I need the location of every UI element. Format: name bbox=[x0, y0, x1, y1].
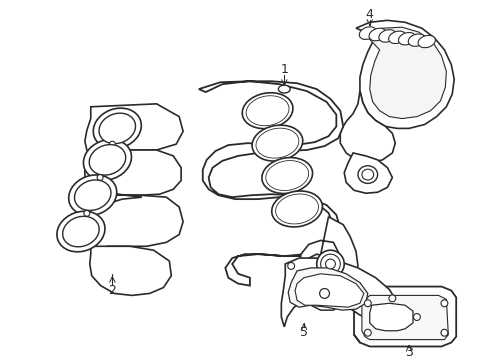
Ellipse shape bbox=[251, 125, 302, 161]
Ellipse shape bbox=[388, 295, 395, 302]
Polygon shape bbox=[199, 81, 343, 285]
Ellipse shape bbox=[275, 194, 318, 224]
Ellipse shape bbox=[262, 158, 312, 194]
Ellipse shape bbox=[255, 128, 298, 158]
Ellipse shape bbox=[440, 329, 447, 336]
Ellipse shape bbox=[278, 85, 289, 93]
Ellipse shape bbox=[320, 254, 340, 274]
Text: 5: 5 bbox=[299, 326, 307, 339]
Ellipse shape bbox=[378, 30, 395, 42]
Ellipse shape bbox=[84, 211, 90, 216]
Polygon shape bbox=[90, 246, 171, 296]
Ellipse shape bbox=[265, 161, 308, 190]
Ellipse shape bbox=[361, 169, 373, 180]
Polygon shape bbox=[365, 27, 446, 118]
Ellipse shape bbox=[287, 262, 294, 269]
Polygon shape bbox=[353, 287, 455, 346]
Ellipse shape bbox=[97, 175, 103, 180]
Polygon shape bbox=[281, 258, 396, 327]
Ellipse shape bbox=[440, 300, 447, 307]
Polygon shape bbox=[85, 150, 181, 195]
Polygon shape bbox=[355, 21, 453, 129]
Ellipse shape bbox=[68, 175, 117, 216]
Ellipse shape bbox=[271, 191, 322, 227]
Ellipse shape bbox=[109, 141, 115, 147]
Ellipse shape bbox=[359, 27, 376, 40]
Ellipse shape bbox=[62, 216, 99, 247]
Text: 4: 4 bbox=[365, 8, 373, 21]
Polygon shape bbox=[304, 266, 347, 310]
Ellipse shape bbox=[357, 166, 377, 183]
Polygon shape bbox=[294, 274, 363, 307]
Polygon shape bbox=[361, 296, 447, 339]
Ellipse shape bbox=[388, 31, 405, 44]
Ellipse shape bbox=[74, 180, 111, 211]
Ellipse shape bbox=[319, 288, 329, 298]
Ellipse shape bbox=[316, 250, 344, 278]
Polygon shape bbox=[287, 268, 367, 310]
Polygon shape bbox=[85, 190, 183, 251]
Ellipse shape bbox=[417, 35, 434, 48]
Text: 3: 3 bbox=[404, 346, 412, 359]
Polygon shape bbox=[298, 217, 357, 296]
Ellipse shape bbox=[407, 34, 425, 46]
Text: 2: 2 bbox=[108, 284, 116, 297]
Ellipse shape bbox=[89, 145, 125, 175]
Text: 1: 1 bbox=[280, 63, 287, 76]
Ellipse shape bbox=[57, 211, 105, 252]
Polygon shape bbox=[344, 153, 391, 193]
Ellipse shape bbox=[398, 32, 415, 45]
Ellipse shape bbox=[413, 314, 420, 320]
Polygon shape bbox=[340, 91, 394, 163]
Polygon shape bbox=[85, 104, 183, 156]
Ellipse shape bbox=[325, 259, 335, 269]
Ellipse shape bbox=[242, 93, 292, 129]
Polygon shape bbox=[369, 303, 412, 331]
Ellipse shape bbox=[364, 300, 370, 307]
Ellipse shape bbox=[83, 140, 131, 180]
Ellipse shape bbox=[99, 113, 135, 144]
Ellipse shape bbox=[245, 96, 288, 126]
Ellipse shape bbox=[364, 329, 370, 336]
Ellipse shape bbox=[93, 108, 141, 149]
Ellipse shape bbox=[368, 28, 386, 41]
